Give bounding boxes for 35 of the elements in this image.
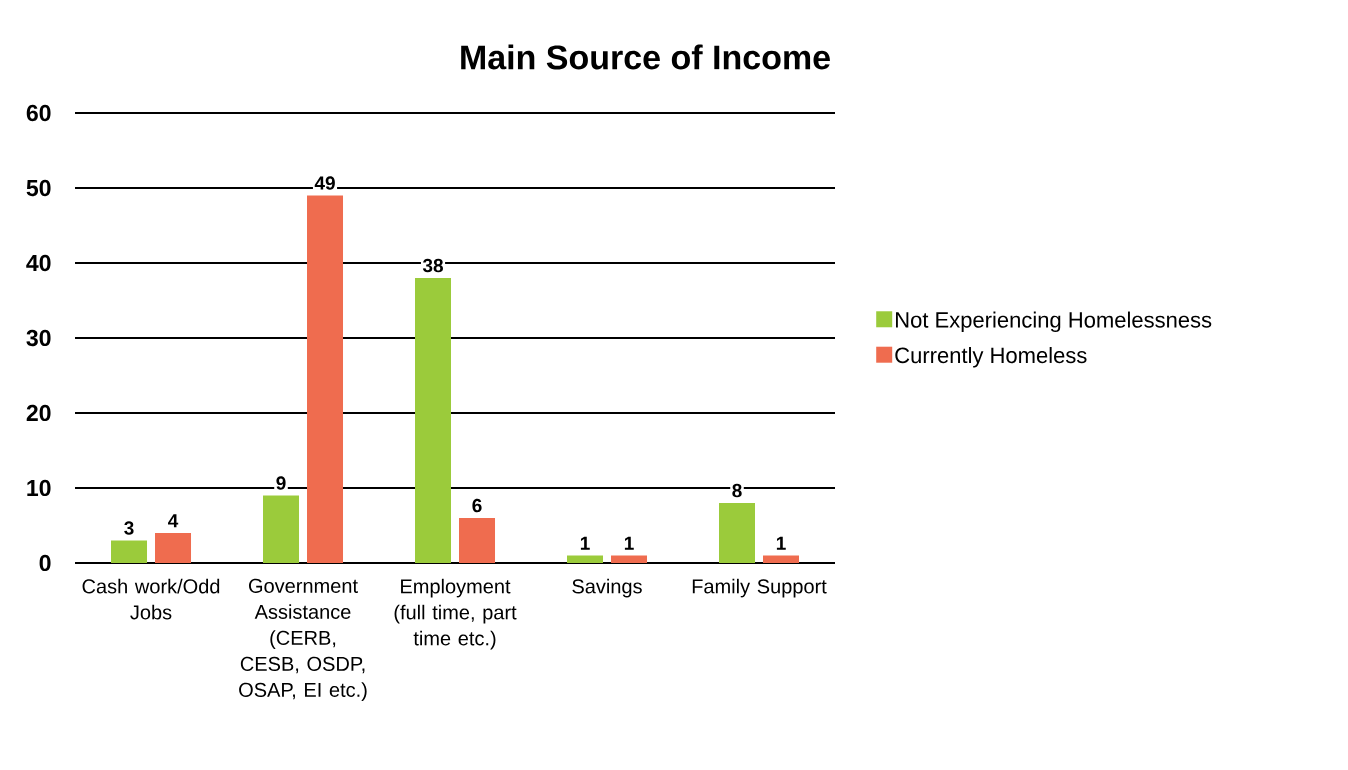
data-label: 49	[314, 176, 335, 190]
bar	[567, 555, 604, 563]
legend-label: Currently Homeless	[895, 346, 1087, 368]
x-tick-label: Cash work/Odd Jobs	[82, 578, 220, 620]
x-tick-label: Savings	[572, 578, 642, 598]
data-label: 1	[580, 536, 590, 550]
data-label: 4	[168, 514, 179, 528]
bar	[459, 517, 496, 563]
y-tick-label: 30	[26, 329, 51, 347]
data-label: 3	[124, 521, 134, 535]
bar	[763, 555, 799, 563]
data-label: 1	[624, 536, 634, 550]
x-tick-label: Government Assistance (CERB, CESB, OSDP, OSAP, EI etc.)	[239, 578, 367, 701]
y-tick-label: 10	[27, 479, 51, 497]
data-label: 9	[276, 476, 286, 490]
x-tick-label: Employment (full time, part time etc.)	[394, 578, 517, 650]
bar	[415, 277, 452, 563]
legend-label: Not Experiencing Homelessness	[896, 311, 1212, 333]
data-label: 6	[472, 498, 482, 513]
data-label: 1	[776, 536, 786, 550]
y-tick-label: 0	[39, 554, 51, 572]
y-tick-label: 40	[26, 254, 51, 272]
y-tick-label: 20	[26, 404, 51, 422]
bar	[719, 502, 755, 563]
chart-title: Main Source of Income	[461, 44, 830, 70]
x-tick-label: Family Support	[692, 578, 827, 598]
bar	[611, 555, 648, 563]
bar	[263, 495, 300, 563]
bar	[155, 532, 192, 563]
data-label: 8	[732, 483, 742, 498]
bar	[111, 540, 148, 563]
bar	[307, 195, 344, 563]
y-tick-label: 50	[26, 179, 51, 197]
data-label: 38	[422, 258, 443, 273]
y-tick-label: 60	[26, 104, 51, 122]
